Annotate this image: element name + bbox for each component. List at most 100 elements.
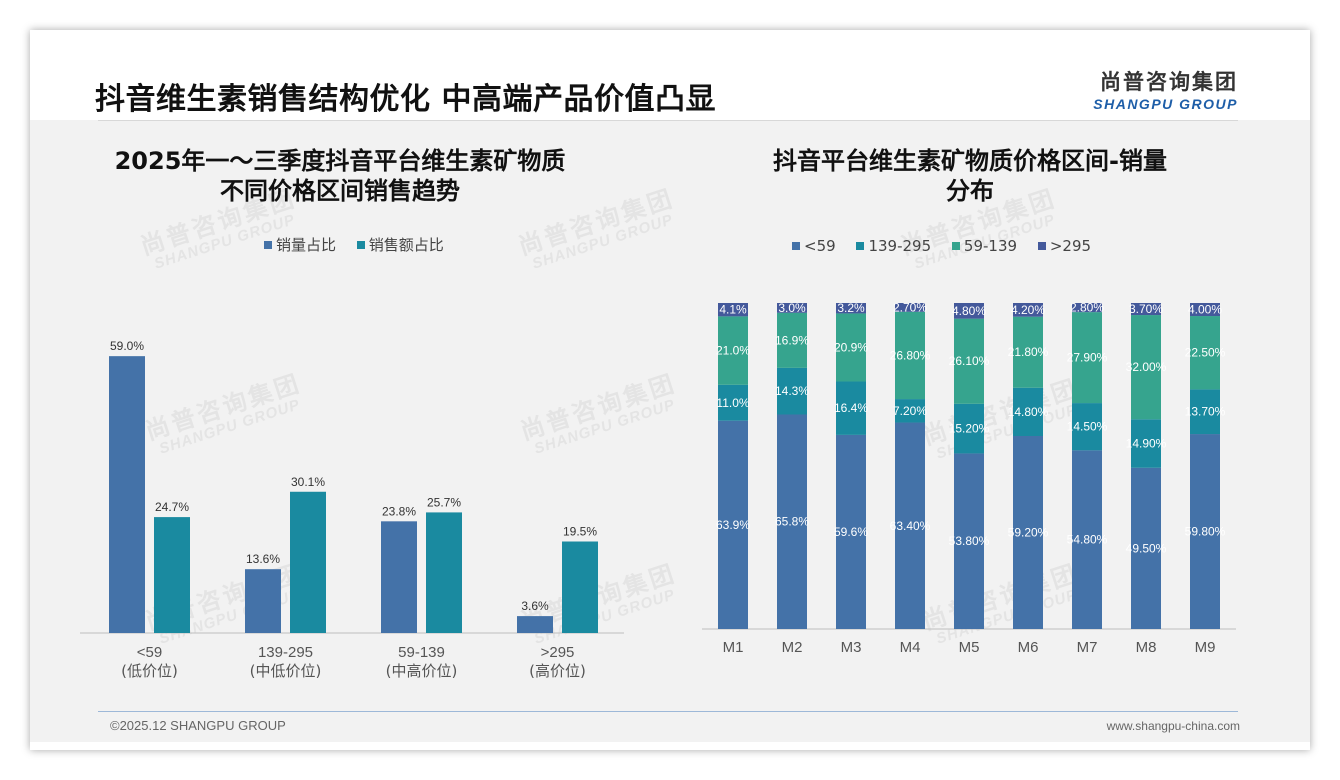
- legend-item-volume: 销量占比: [264, 234, 336, 255]
- stacked-bar-segment: [1190, 303, 1220, 317]
- segment-label: 26.10%: [949, 354, 990, 368]
- legend-label: >295: [1049, 237, 1092, 255]
- x-tick-label: M1: [723, 639, 744, 656]
- logo-english: SHANGPU GROUP: [1093, 96, 1238, 112]
- stacked-bar-segment: [954, 303, 984, 319]
- segment-label: 59.20%: [1008, 526, 1049, 540]
- stacked-bar-segment: [836, 434, 866, 629]
- stacked-bar-segment: [895, 422, 925, 629]
- stacked-bar-segment: [1190, 389, 1220, 435]
- legend-label: 139-295: [868, 237, 932, 255]
- stacked-bar-segment: [1013, 316, 1043, 388]
- stacked-bar-segment: [836, 313, 866, 382]
- bar: [109, 356, 145, 633]
- data-label: 59.0%: [110, 339, 144, 353]
- segment-label: 14.3%: [775, 384, 809, 398]
- x-tick-sublabel: (高价位): [529, 662, 586, 680]
- x-tick-sublabel: (低价位): [121, 662, 178, 680]
- segment-label: 4.00%: [1188, 303, 1222, 317]
- company-logo: 尚普咨询集团 SHANGPU GROUP: [1093, 66, 1238, 112]
- legend-swatch: [856, 242, 865, 250]
- segment-label: 20.9%: [834, 340, 868, 354]
- stacked-bar-segment: [954, 453, 984, 629]
- segment-label: 14.90%: [1126, 437, 1167, 451]
- right-chart-legend: <59 139-295 59-139 >295: [792, 237, 1107, 255]
- stacked-bar-segment: [1013, 303, 1043, 317]
- stacked-bar-segment: [1013, 436, 1043, 629]
- logo-chinese: 尚普咨询集团: [1100, 70, 1238, 94]
- segment-label: 32.00%: [1126, 360, 1167, 374]
- segment-label: 15.20%: [949, 422, 990, 436]
- segment-label: 11.0%: [716, 396, 749, 410]
- segment-label: 63.9%: [716, 518, 750, 532]
- bar: [381, 521, 417, 633]
- data-label: 13.6%: [246, 552, 280, 566]
- stacked-bar-segment: [1131, 419, 1161, 468]
- stacked-bar-segment: [1131, 467, 1161, 629]
- stacked-bar-segment: [836, 381, 866, 435]
- x-tick-label: M4: [900, 639, 921, 656]
- stacked-bar-segment: [954, 403, 984, 454]
- legend-label: <59: [804, 237, 836, 255]
- stacked-bar-segment: [895, 303, 925, 312]
- segment-label: 4.20%: [1011, 303, 1045, 317]
- segment-label: 14.80%: [1008, 405, 1049, 419]
- x-tick-label: M8: [1136, 639, 1157, 656]
- legend-label: 销量占比: [276, 236, 337, 254]
- bar: [517, 616, 553, 633]
- x-tick-label: M7: [1077, 639, 1098, 656]
- stacked-bar-segment: [718, 316, 748, 385]
- x-tick-label: <59: [137, 644, 162, 661]
- segment-label: 54.80%: [1067, 533, 1108, 547]
- legend-swatch: [1037, 242, 1046, 250]
- stacked-bar-segment: [777, 303, 807, 313]
- legend-item-139-295: 139-295: [856, 237, 931, 255]
- segment-label: 22.50%: [1185, 346, 1226, 360]
- right-stacked-bar-chart: 63.9% 11.0% 21.0% 4.1% M1 65.8% 14.3% 16.9% 3.0%…: [702, 300, 1236, 656]
- x-tick-sublabel: (中低价位): [250, 662, 322, 680]
- segment-label: 3.0%: [778, 301, 806, 315]
- x-tick-label: M3: [841, 639, 862, 656]
- data-label: 25.7%: [427, 495, 461, 509]
- header-divider: [98, 120, 1238, 121]
- bar: [290, 491, 326, 633]
- segment-label: 4.80%: [952, 304, 986, 318]
- segment-label: 27.90%: [1067, 351, 1108, 365]
- left-chart-title-line1: 2025年一～三季度抖音平台维生素矿物质: [114, 147, 566, 175]
- right-chart-title-line2: 分布: [946, 177, 994, 205]
- bar: [154, 517, 190, 633]
- data-label: 3.6%: [521, 599, 549, 613]
- legend-label: 销售额占比: [368, 236, 444, 254]
- left-chart-legend: 销量占比 销售额占比: [264, 234, 460, 255]
- x-tick-label: M6: [1018, 639, 1039, 656]
- x-tick-label: M5: [959, 639, 980, 656]
- x-tick-label: >295: [541, 644, 575, 661]
- data-label: 23.8%: [382, 504, 416, 518]
- segment-label: 21.80%: [1008, 345, 1049, 359]
- left-chart-title: 2025年一～三季度抖音平台维生素矿物质 不同价格区间销售趋势: [70, 146, 610, 206]
- bar: [426, 512, 462, 633]
- legend-item-gt295: >295: [1037, 237, 1092, 255]
- segment-label: 16.4%: [834, 401, 868, 415]
- x-tick-label: 59-139: [398, 644, 445, 661]
- bar: [245, 569, 281, 633]
- page-title: 抖音维生素销售结构优化 中高端产品价值凸显: [95, 82, 716, 117]
- footer-website: www.shangpu-china.com: [1106, 719, 1240, 733]
- stacked-bar-segment: [777, 414, 807, 629]
- legend-item-sales: 销售额占比: [356, 234, 444, 255]
- legend-swatch: [792, 242, 800, 250]
- segment-label: 65.8%: [775, 515, 809, 529]
- stacked-bar-segment: [1072, 450, 1102, 629]
- stacked-bar-segment: [1013, 387, 1043, 437]
- footer-divider: [98, 711, 1238, 712]
- stacked-bar-segment: [836, 303, 866, 314]
- segment-label: 59.80%: [1185, 525, 1226, 539]
- segment-label: 3.2%: [837, 301, 865, 315]
- segment-label: 21.0%: [716, 344, 750, 358]
- stacked-bar-segment: [1131, 315, 1161, 420]
- segment-label: 49.50%: [1126, 541, 1167, 555]
- stacked-bar-segment: [1190, 316, 1220, 390]
- stacked-bar-segment: [777, 312, 807, 368]
- legend-swatch: [951, 242, 960, 250]
- legend-item-lt59: <59: [792, 237, 836, 255]
